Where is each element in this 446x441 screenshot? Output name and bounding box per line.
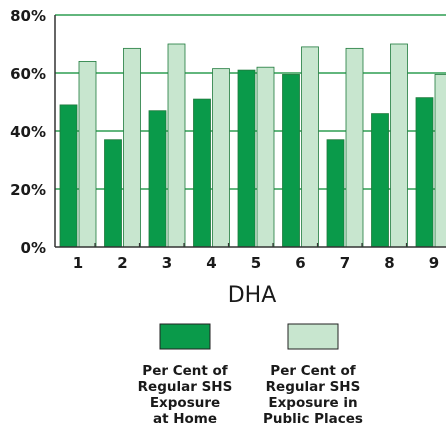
- legend-label-home: at Home: [153, 411, 217, 427]
- y-tick-label: 40%: [10, 123, 46, 141]
- bar-public-places: [390, 43, 408, 248]
- bar-public-places: [256, 66, 275, 248]
- bar-home: [104, 139, 122, 248]
- bar-home: [237, 69, 256, 248]
- bar-home: [282, 74, 300, 248]
- axes: [54, 15, 446, 248]
- x-tick-label: 7: [340, 254, 350, 272]
- x-tick-label: 8: [384, 254, 394, 272]
- x-tick-label: 9: [429, 254, 439, 272]
- x-tick-label: 1: [73, 254, 83, 272]
- legend-label-public-places: Public Places: [263, 411, 363, 427]
- y-tick-label: 20%: [10, 181, 46, 199]
- legend-swatch-public-places: [287, 323, 339, 350]
- x-tick-label: 5: [251, 254, 261, 272]
- bar-home: [148, 110, 167, 248]
- bar-public-places: [123, 47, 141, 248]
- legend-label-public-places: Per Cent of: [270, 363, 356, 379]
- x-tick-label: 6: [295, 254, 305, 272]
- legend-label-home: Per Cent of: [142, 363, 228, 379]
- bar-public-places: [345, 47, 364, 248]
- x-tick-label: 3: [162, 254, 172, 272]
- x-tick-label: 2: [117, 254, 127, 272]
- tick-labels: 0% 20% 40% 60% 80% 1 2 3 4 5 6 7 8 9: [10, 7, 439, 272]
- bar-home: [371, 113, 389, 248]
- y-tick-label: 0%: [21, 239, 46, 257]
- x-axis-title: DHA: [228, 283, 277, 308]
- y-tick-label: 60%: [10, 65, 46, 83]
- x-tick-label: 4: [206, 254, 216, 272]
- bar-public-places: [78, 61, 97, 248]
- bar-public-places: [434, 74, 446, 248]
- bar-home: [193, 98, 211, 248]
- legend-swatch-home: [159, 323, 211, 350]
- bar-home: [326, 139, 345, 248]
- legend-label-home: Regular SHS: [138, 379, 233, 395]
- bar-public-places: [212, 68, 230, 248]
- bar-home: [59, 104, 78, 248]
- bars: [59, 43, 446, 248]
- legend-label-public-places: Exposure in: [268, 395, 357, 411]
- legend-label-home: Exposure: [150, 395, 220, 411]
- legend-label-public-places: Regular SHS: [266, 379, 361, 395]
- bar-public-places: [167, 43, 186, 248]
- bar-home: [415, 97, 434, 248]
- y-tick-label: 80%: [10, 7, 46, 25]
- bar-public-places: [301, 46, 319, 248]
